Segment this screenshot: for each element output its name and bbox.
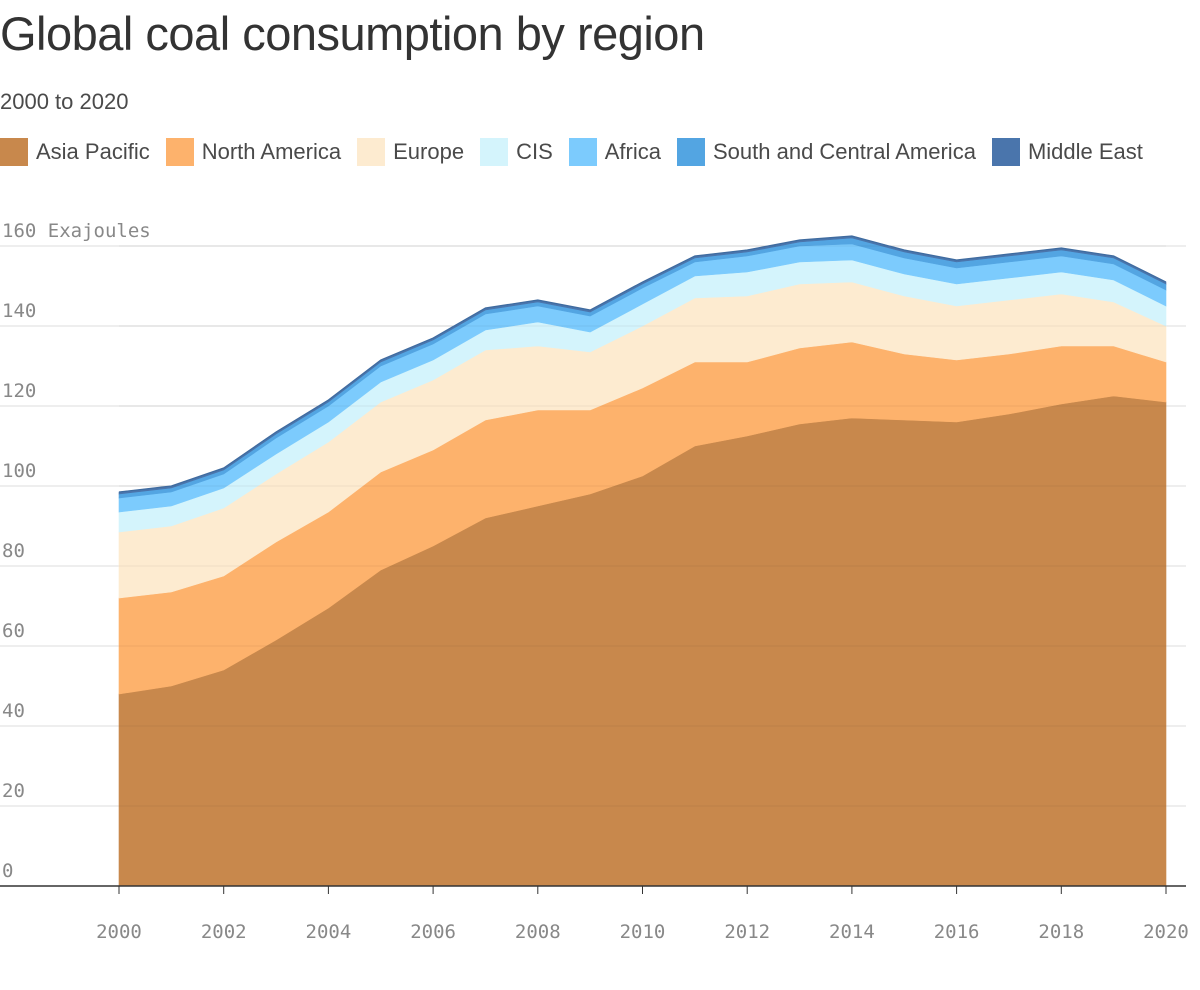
legend-swatch	[480, 138, 509, 166]
x-tick-label: 2006	[410, 921, 456, 943]
y-tick-label: 100	[2, 460, 36, 482]
legend-item: Middle East	[991, 138, 1143, 166]
y-tick-label: 60	[2, 620, 25, 642]
legend-item: CIS	[480, 138, 553, 166]
x-tick-label: 2018	[1038, 921, 1084, 943]
legend-swatch	[991, 138, 1020, 166]
legend-swatch	[165, 138, 194, 166]
x-tick-label: 2014	[829, 921, 875, 943]
chart-title: Global coal consumption by region	[0, 7, 705, 60]
x-tick-label: 2004	[306, 921, 352, 943]
legend-label: North America	[201, 139, 342, 164]
x-tick-label: 2010	[620, 921, 666, 943]
legend-item: North America	[165, 138, 342, 166]
legend-item: Africa	[568, 138, 661, 166]
x-tick-label: 2008	[515, 921, 561, 943]
y-tick-label: 80	[2, 540, 25, 562]
y-tick-label: 0	[2, 860, 13, 882]
x-tick-label: 2020	[1143, 921, 1189, 943]
x-tick-label: 2002	[201, 921, 247, 943]
legend-swatch	[677, 138, 705, 166]
legend-label: Asia Pacific	[36, 139, 150, 164]
y-tick-label: 40	[2, 700, 25, 722]
legend-label: Europe	[393, 139, 465, 164]
total-outline	[118, 235, 1167, 493]
y-tick-label: 140	[2, 300, 36, 322]
y-tick-label: 20	[2, 780, 25, 802]
legend-swatch	[568, 138, 597, 166]
x-tick-label: 2000	[96, 921, 142, 943]
legend-item: Europe	[357, 138, 464, 166]
chart-legend: Asia Pacific North America Europe CIS Africa…	[0, 138, 1200, 166]
y-tick-label: 160 Exajoules	[2, 220, 151, 242]
x-tick-label: 2016	[934, 921, 980, 943]
legend-item: Asia Pacific	[0, 138, 150, 166]
x-tick-label: 2012	[724, 921, 770, 943]
y-tick-label: 120	[2, 380, 36, 402]
legend-swatch	[0, 138, 28, 166]
legend-item: South and Central America	[677, 138, 976, 166]
legend-label: CIS	[516, 139, 553, 164]
legend-label: Middle East	[1027, 139, 1143, 164]
legend-swatch	[357, 138, 386, 166]
chart-subtitle: 2000 to 2020	[0, 89, 129, 114]
area-layers	[118, 235, 1167, 887]
legend-label: Africa	[604, 139, 661, 164]
legend-label: South and Central America	[713, 139, 976, 164]
